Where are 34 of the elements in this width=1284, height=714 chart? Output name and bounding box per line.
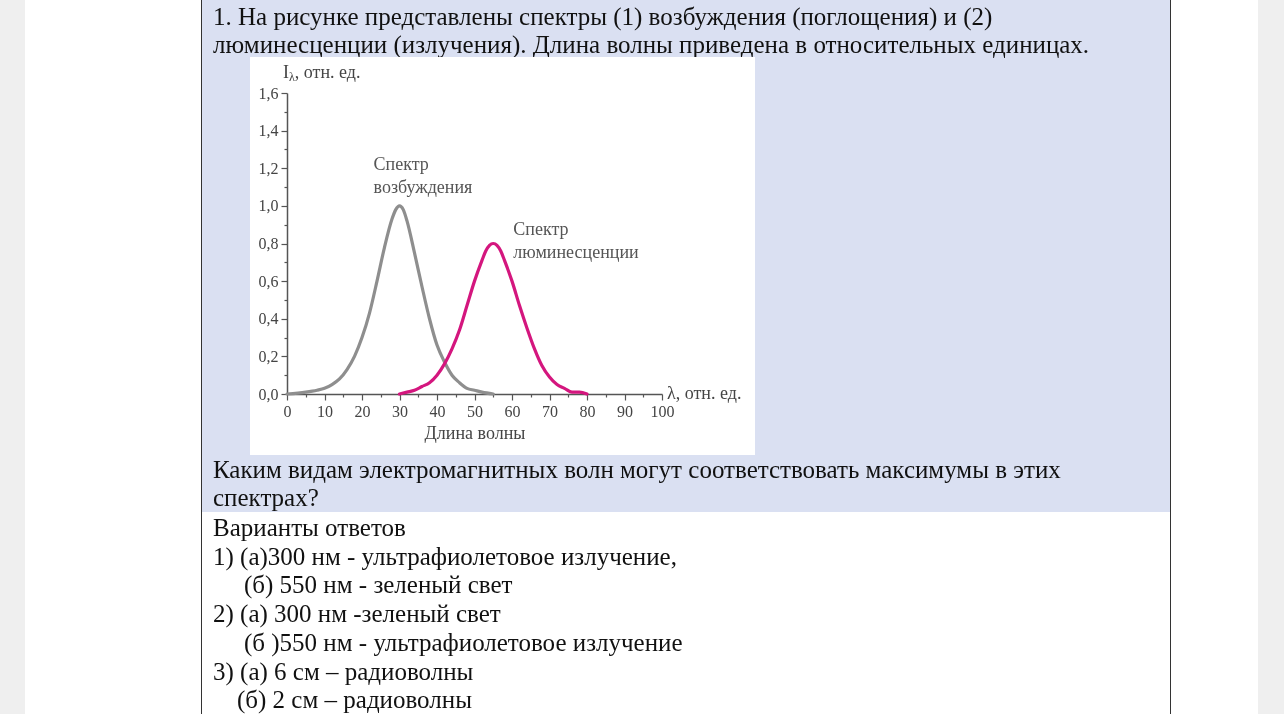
series-label: Спектр люминесценции xyxy=(513,218,640,262)
x-tick-label: 40 xyxy=(429,402,446,420)
y-tick-label: 0,8 xyxy=(258,235,279,252)
text: Каким видам электромагнитных волн могут соответствовать максимумы в этих спектрах? xyxy=(213,456,1062,512)
text: 3) (а) 6 см – радиоволны xyxy=(213,657,475,687)
y-tick-label: 0,4 xyxy=(258,310,279,328)
y-tick-label: 1,2 xyxy=(258,159,279,177)
text: λ, отн. ед. xyxy=(667,383,742,403)
text: Варианты ответов xyxy=(213,514,407,543)
y-axis-title: I$_{λ}$, отн. ед. xyxy=(283,62,361,84)
x-tick-label: 100 xyxy=(650,402,675,420)
x-tick-label: 70 xyxy=(542,402,558,420)
y-tick-label: 0,2 xyxy=(258,347,279,365)
x-tick-label: 20 xyxy=(354,402,371,420)
x-tick-label: 90 xyxy=(617,402,633,420)
text: (б) 550 нм - зеленый свет xyxy=(243,571,514,601)
x-axis-title: Длина волны xyxy=(424,422,526,443)
x-tick-label: 80 xyxy=(579,402,596,420)
y-tick-label: 0,0 xyxy=(258,385,279,403)
text: (б) 2 см – радиоволны xyxy=(236,686,473,714)
text: 1) (а)300 нм - ультрафиолетовое излучение, xyxy=(213,542,678,572)
series-label: Спектр возбуждения xyxy=(373,153,473,197)
x-tick-label: 30 xyxy=(392,402,408,420)
x-tick-label: 60 xyxy=(504,402,521,420)
text: (б )550 нм - ультрафиолетовое излучение xyxy=(243,628,684,658)
y-tick-label: 1,4 xyxy=(258,122,279,140)
text: 2) (а) 300 нм -зеленый свет xyxy=(213,600,502,629)
y-tick-label: 1,0 xyxy=(258,197,279,215)
x-tick-label: 0 xyxy=(283,402,292,420)
chart-title: 1. На рисунке представлены спектры (1) возбуждения (поглощения) и (2) люминесценции (излучения). Длина волны приведена в относительных единицах. xyxy=(213,3,1091,59)
y-tick-label: 0,6 xyxy=(258,272,279,290)
x-tick-label: 10 xyxy=(317,402,333,420)
x-tick-label: 50 xyxy=(467,402,483,420)
y-tick-label: 1,6 xyxy=(258,84,279,102)
